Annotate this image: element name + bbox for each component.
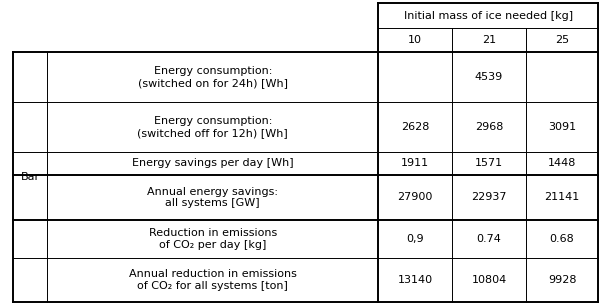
- Text: 13140: 13140: [398, 275, 433, 285]
- Text: 3091: 3091: [548, 122, 576, 132]
- Text: 0,9: 0,9: [406, 234, 424, 244]
- Text: 1571: 1571: [475, 159, 503, 168]
- Text: Energy consumption:
(switched off for 12h) [Wh]: Energy consumption: (switched off for 12…: [138, 116, 288, 138]
- Text: 2628: 2628: [401, 122, 429, 132]
- Text: 0.74: 0.74: [476, 234, 502, 244]
- Text: 1448: 1448: [548, 159, 576, 168]
- Text: 10804: 10804: [471, 275, 507, 285]
- Text: 9928: 9928: [548, 275, 576, 285]
- Text: Annual energy savings:
all systems [GW]: Annual energy savings: all systems [GW]: [147, 187, 278, 208]
- Text: Initial mass of ice needed [kg]: Initial mass of ice needed [kg]: [404, 11, 573, 20]
- Text: Bar: Bar: [21, 172, 39, 182]
- Text: 4539: 4539: [474, 72, 502, 82]
- Text: Energy consumption:
(switched on for 24h) [Wh]: Energy consumption: (switched on for 24h…: [138, 66, 288, 88]
- Text: Reduction in emissions
of CO₂ per day [kg]: Reduction in emissions of CO₂ per day [k…: [148, 228, 277, 250]
- Text: 22937: 22937: [471, 192, 507, 203]
- Text: Energy savings per day [Wh]: Energy savings per day [Wh]: [132, 159, 293, 168]
- Text: 2968: 2968: [475, 122, 503, 132]
- Text: 25: 25: [555, 35, 569, 45]
- Text: 21: 21: [482, 35, 496, 45]
- Text: 0.68: 0.68: [550, 234, 574, 244]
- Text: 1911: 1911: [401, 159, 429, 168]
- Text: Annual reduction in emissions
of CO₂ for all systems [ton]: Annual reduction in emissions of CO₂ for…: [128, 269, 297, 291]
- Text: 21141: 21141: [544, 192, 580, 203]
- Text: 10: 10: [408, 35, 422, 45]
- Text: 27900: 27900: [398, 192, 433, 203]
